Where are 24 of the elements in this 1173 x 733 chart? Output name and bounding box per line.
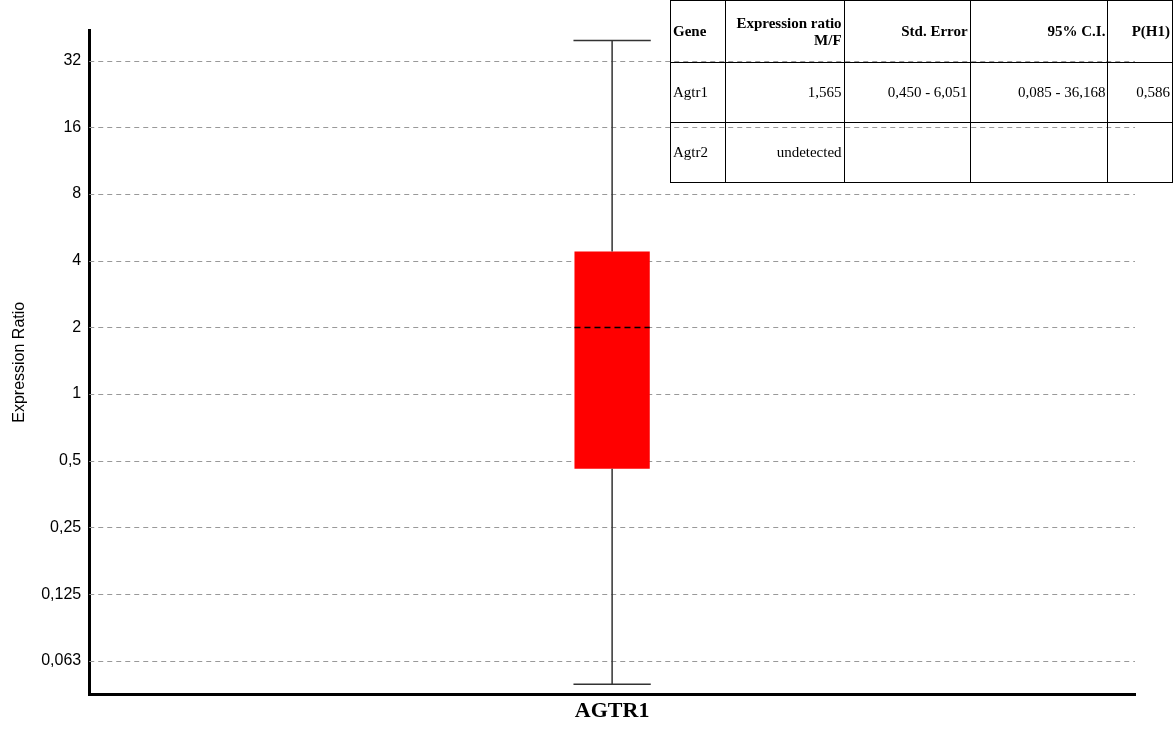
y-tick-label: 16 [63, 117, 82, 135]
annotation: Agtr2 [670, 122, 726, 183]
annotation: P(H1) [1107, 0, 1173, 63]
annotation: undetected [725, 122, 845, 183]
annotation: Std. Error [844, 0, 971, 63]
y-axis-title: Expression Ratio [10, 301, 28, 423]
text: 0,586 [1136, 84, 1170, 100]
annotation: Agtr1 [670, 62, 726, 123]
annotation: Gene [670, 0, 726, 63]
y-tick-label: 0,063 [41, 651, 82, 669]
y-tick-label: 0,125 [41, 584, 82, 602]
annotation: 0,085 - 36,168 [970, 62, 1108, 123]
y-tick-label: 0,5 [58, 451, 82, 469]
y-tick-label: 8 [72, 184, 82, 202]
y-tick-label: 2 [72, 317, 82, 335]
annotation: 95% C.I. [970, 0, 1108, 63]
annotation: 0,450 - 6,051 [844, 62, 971, 123]
annotation: 1,565 [725, 62, 845, 123]
y-tick-label: 0,25 [50, 517, 82, 535]
x-tick-label: AGTR1 [574, 697, 650, 723]
y-tick-label: 1 [72, 384, 82, 402]
annotation: Expression ratio M/F [725, 0, 845, 63]
y-tick-label: 32 [63, 51, 82, 69]
y-tick-label: 4 [72, 251, 82, 269]
